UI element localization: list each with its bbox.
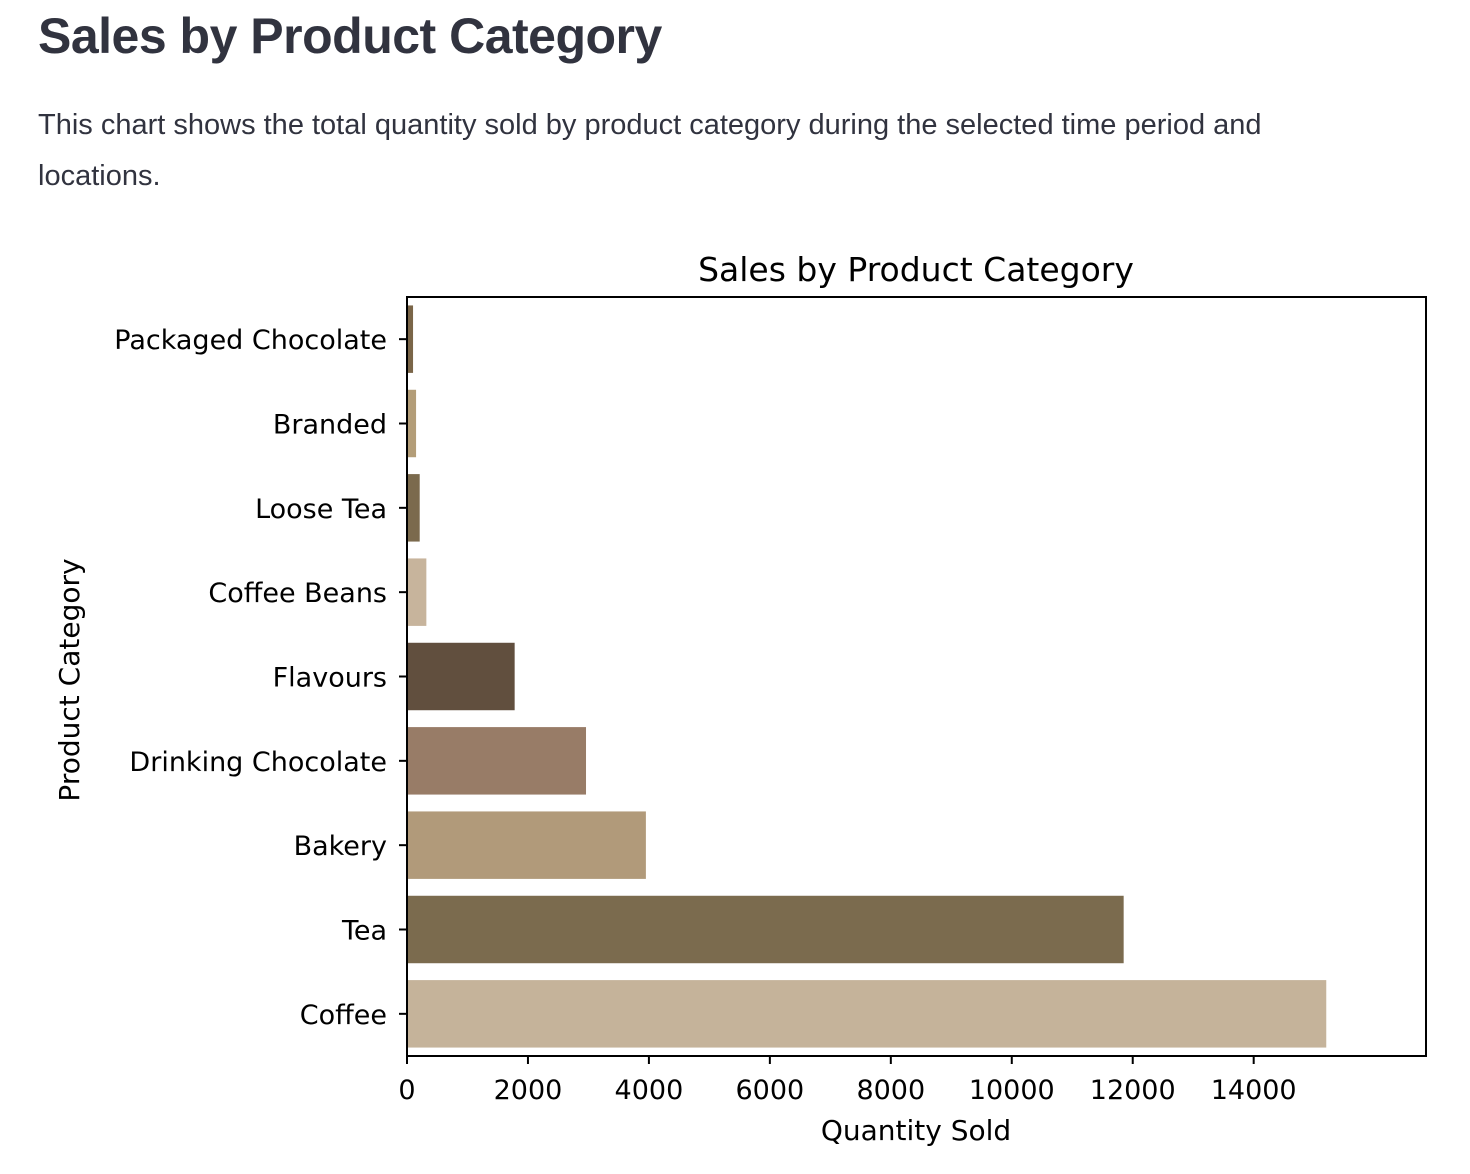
x-tick-label: 4000 [615, 1075, 684, 1106]
x-tick-label: 2000 [494, 1075, 563, 1106]
y-tick-label: Packaged Chocolate [114, 325, 387, 356]
page-title: Sales by Product Category [38, 8, 662, 64]
bar-packaged-chocolate [407, 305, 414, 373]
y-axis-label: Product Category [53, 558, 86, 801]
x-tick-label: 14000 [1211, 1075, 1297, 1106]
x-tick-label: 6000 [736, 1075, 805, 1106]
x-axis-ticks: 0 2000 4000 6000 8000 10000 12000 14000 [398, 1056, 1297, 1106]
plot-frame [406, 296, 1427, 1057]
bar-flavours [407, 642, 515, 711]
bar-tea [407, 895, 1124, 964]
x-tick-label: 12000 [1090, 1075, 1176, 1106]
bar-loose-tea [407, 474, 420, 542]
bar-branded [407, 389, 417, 458]
y-tick-label: Flavours [273, 663, 387, 694]
sales-bar-chart: Sales by Product Category Packaged Choco… [53, 250, 1427, 1147]
bars-group [407, 305, 1327, 1048]
bar-drinking-chocolate [407, 727, 587, 795]
y-tick-label: Bakery [294, 831, 387, 862]
x-axis-label: Quantity Sold [821, 1114, 1011, 1147]
y-tick-label: Drinking Chocolate [129, 747, 387, 778]
x-tick-label: 8000 [856, 1075, 925, 1106]
bar-coffee-beans [407, 558, 427, 626]
page-description: This chart shows the total quantity sold… [38, 109, 1262, 192]
y-axis-ticks: Packaged Chocolate Branded Loose Tea Coffee… [114, 325, 407, 1031]
y-tick-label: Coffee [300, 1000, 387, 1031]
chart-title: Sales by Product Category [698, 250, 1134, 289]
x-tick-label: 10000 [969, 1075, 1055, 1106]
y-tick-label: Coffee Beans [208, 578, 387, 609]
bar-coffee [407, 980, 1327, 1048]
bar-bakery [407, 811, 646, 879]
y-tick-label: Branded [273, 410, 387, 441]
y-tick-label: Loose Tea [255, 494, 387, 525]
y-tick-label: Tea [341, 916, 387, 947]
x-tick-label: 0 [398, 1075, 415, 1106]
